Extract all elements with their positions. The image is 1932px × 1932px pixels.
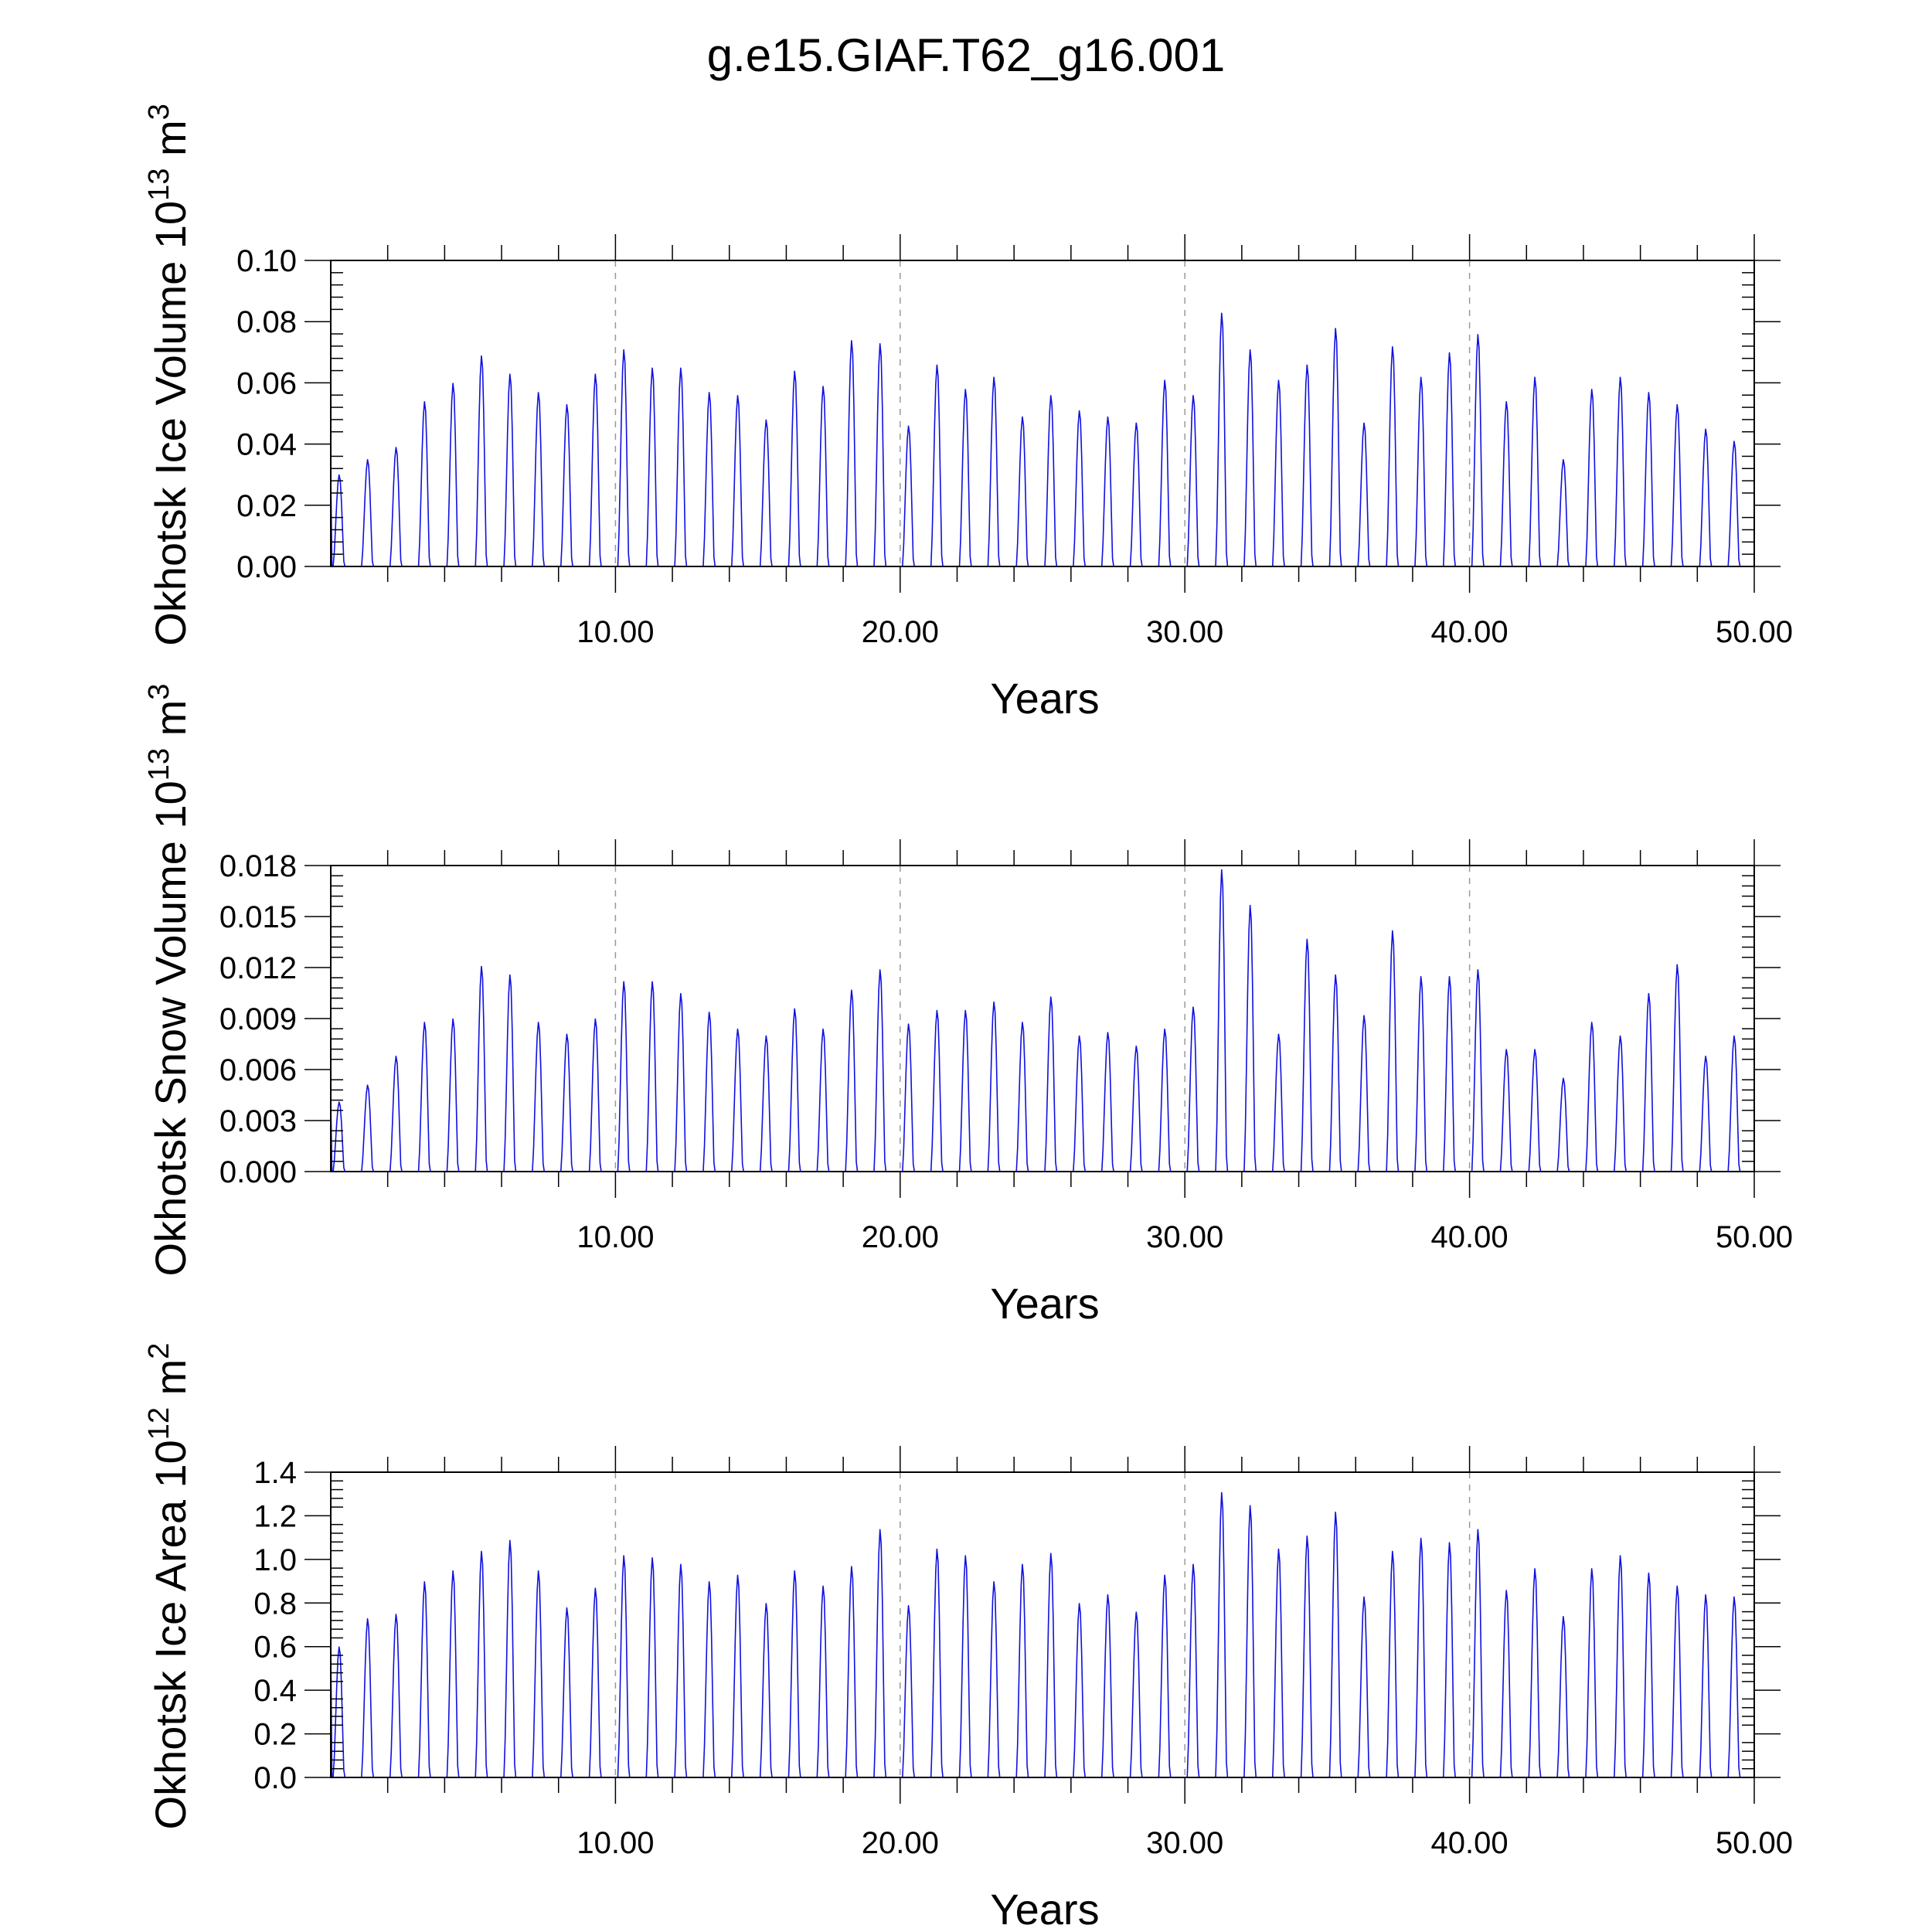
x-axis-label: Years bbox=[990, 1885, 1099, 1932]
y-axis-label-exponent: 12 bbox=[143, 1407, 175, 1440]
x-tick-label: 40.00 bbox=[1431, 1220, 1509, 1254]
plot-frame bbox=[330, 260, 1755, 567]
x-tick-label: 10.00 bbox=[577, 1220, 654, 1254]
y-tick-label: 0.018 bbox=[219, 849, 297, 883]
y-tick-label: 0.08 bbox=[236, 305, 297, 339]
plot-frame bbox=[330, 1471, 1755, 1778]
y-tick-label: 1.2 bbox=[253, 1499, 297, 1533]
y-tick-label: 0.006 bbox=[219, 1053, 297, 1087]
x-tick-label: 40.00 bbox=[1431, 615, 1509, 649]
x-tick-label: 20.00 bbox=[862, 1826, 939, 1860]
y-tick-label: 0.04 bbox=[236, 428, 297, 462]
plot-frame bbox=[330, 865, 1755, 1172]
y-tick-label: 0.8 bbox=[253, 1587, 297, 1621]
series-line-snow-volume bbox=[330, 869, 1754, 1172]
x-axis-label: Years bbox=[990, 1279, 1099, 1328]
series-line-ice-area bbox=[330, 1492, 1754, 1778]
x-tick-label: 20.00 bbox=[862, 1220, 939, 1254]
y-axis-label: Okhotsk Ice Volume 1013 m3 bbox=[143, 104, 195, 646]
y-axis-label-exponent: 13 bbox=[143, 748, 175, 781]
y-axis-label-unit-exponent: 2 bbox=[143, 1343, 175, 1359]
x-tick-label: 30.00 bbox=[1146, 1220, 1223, 1254]
y-axis-label-unit: m bbox=[146, 120, 195, 168]
x-tick-label: 40.00 bbox=[1431, 1826, 1509, 1860]
y-axis-label-exponent: 13 bbox=[143, 168, 175, 201]
y-tick-label: 0.02 bbox=[236, 489, 297, 523]
y-axis-label-unit-exponent: 3 bbox=[143, 104, 175, 120]
x-axis-label: Years bbox=[990, 674, 1099, 723]
y-tick-label: 0.000 bbox=[219, 1155, 297, 1189]
y-tick-label: 1.0 bbox=[253, 1543, 297, 1577]
y-axis-label-main: Okhotsk Ice Volume 10 bbox=[146, 201, 195, 646]
x-tick-label: 10.00 bbox=[577, 615, 654, 649]
y-axis-label-unit: m bbox=[146, 700, 195, 748]
y-tick-label: 0.4 bbox=[253, 1674, 297, 1708]
y-tick-label: 0.012 bbox=[219, 951, 297, 985]
y-tick-label: 0.2 bbox=[253, 1718, 297, 1752]
panels: 10.00 20.00 30.00 40.00 50.000.000.020.040.0… bbox=[143, 104, 1793, 1932]
chart-title: g.e15.GIAF.T62_g16.001 bbox=[707, 29, 1226, 81]
y-axis-label-unit-exponent: 3 bbox=[143, 684, 175, 700]
y-tick-label: 0.10 bbox=[236, 244, 297, 278]
panel-snow-volume: 10.00 20.00 30.00 40.00 50.00 0.000 0.003 0.006… bbox=[143, 684, 1793, 1328]
x-tick-label: 50.00 bbox=[1716, 615, 1793, 649]
y-tick-label: 0.0 bbox=[253, 1761, 297, 1795]
y-axis-label-unit: m bbox=[146, 1359, 195, 1407]
x-tick-label: 10.00 bbox=[577, 1826, 654, 1860]
panel-ice-area: 10.00 20.00 30.00 40.00 50.00 0.0 0.2 0.4 0.6 0.8… bbox=[143, 1343, 1793, 1932]
y-tick-label: 0.00 bbox=[236, 550, 297, 584]
y-tick-label: 0.009 bbox=[219, 1002, 297, 1036]
x-tick-label: 50.00 bbox=[1716, 1220, 1793, 1254]
y-tick-label: 0.003 bbox=[219, 1104, 297, 1138]
x-tick-label: 20.00 bbox=[862, 615, 939, 649]
y-tick-label: 0.06 bbox=[236, 366, 297, 400]
series-line-ice-volume bbox=[330, 312, 1754, 567]
y-tick-label: 0.015 bbox=[219, 900, 297, 934]
y-axis-label: Okhotsk Ice Area 1012 m2 bbox=[143, 1343, 195, 1830]
x-tick-label: 30.00 bbox=[1146, 1826, 1223, 1860]
x-tick-label: 50.00 bbox=[1716, 1826, 1793, 1860]
y-axis-label-main: Okhotsk Snow Volume 10 bbox=[146, 781, 195, 1276]
panel-ice-volume: 10.00 20.00 30.00 40.00 50.00 0.00 0.02 0.04 0.0… bbox=[143, 104, 1793, 723]
y-axis-label-main: Okhotsk Ice Area 10 bbox=[146, 1440, 195, 1829]
y-tick-label: 1.4 bbox=[253, 1456, 297, 1490]
y-axis-label: Okhotsk Snow Volume 1013 m3 bbox=[143, 684, 195, 1277]
y-tick-label: 0.6 bbox=[253, 1631, 297, 1665]
x-tick-label: 30.00 bbox=[1146, 615, 1223, 649]
